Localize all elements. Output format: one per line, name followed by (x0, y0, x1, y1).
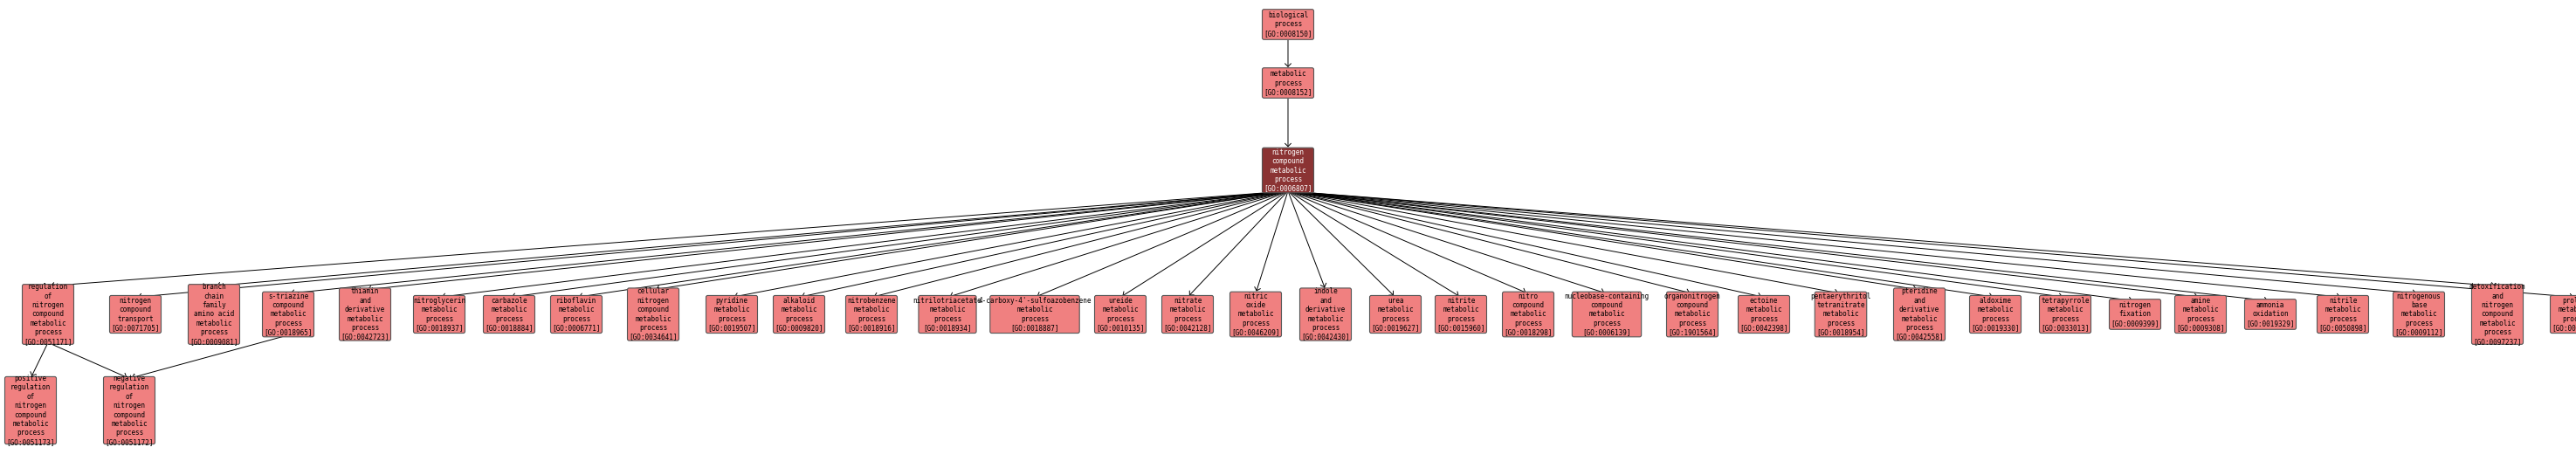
FancyBboxPatch shape (2040, 295, 2092, 333)
FancyBboxPatch shape (1370, 295, 1422, 333)
FancyBboxPatch shape (989, 295, 1079, 333)
Text: pteridine
and
derivative
metabolic
process
[GO:0042558]: pteridine and derivative metabolic proce… (1896, 288, 1942, 341)
FancyBboxPatch shape (1095, 295, 1146, 333)
FancyBboxPatch shape (484, 295, 536, 333)
FancyBboxPatch shape (706, 295, 757, 333)
FancyBboxPatch shape (1502, 292, 1553, 337)
Text: metabolic
process
[GO:0008152]: metabolic process [GO:0008152] (1265, 70, 1311, 96)
FancyBboxPatch shape (629, 288, 680, 341)
FancyBboxPatch shape (1229, 292, 1280, 337)
Text: urea
metabolic
process
[GO:0019627]: urea metabolic process [GO:0019627] (1370, 297, 1419, 332)
Text: s-triazine
compound
metabolic
process
[GO:0018965]: s-triazine compound metabolic process [G… (263, 292, 312, 336)
Text: alkaloid
metabolic
process
[GO:0009820]: alkaloid metabolic process [GO:0009820] (775, 297, 824, 332)
FancyBboxPatch shape (1571, 292, 1641, 337)
FancyBboxPatch shape (1893, 288, 1945, 341)
Text: 4-carboxy-4'-sulfoazobenzene
metabolic
process
[GO:0018887]: 4-carboxy-4'-sulfoazobenzene metabolic p… (979, 297, 1092, 332)
FancyBboxPatch shape (1262, 9, 1314, 39)
FancyBboxPatch shape (1162, 295, 1213, 333)
FancyBboxPatch shape (111, 295, 162, 333)
FancyBboxPatch shape (773, 295, 824, 333)
Text: nitrile
metabolic
process
[GO:0050898]: nitrile metabolic process [GO:0050898] (2318, 297, 2367, 332)
Text: tetrapyrrole
metabolic
process
[GO:0033013]: tetrapyrrole metabolic process [GO:00330… (2040, 297, 2089, 332)
FancyBboxPatch shape (5, 377, 57, 444)
Text: cellular
nitrogen
compound
metabolic
process
[GO:0034641]: cellular nitrogen compound metabolic pro… (629, 288, 677, 341)
Text: nitrogen
fixation
[GO:0009399]: nitrogen fixation [GO:0009399] (2110, 301, 2159, 327)
Text: proline
metabolic
process
[GO:0006560]: proline metabolic process [GO:0006560] (2553, 297, 2576, 332)
FancyBboxPatch shape (2174, 295, 2226, 333)
Text: thiamin
and
derivative
metabolic
process
[GO:0042723]: thiamin and derivative metabolic process… (340, 288, 389, 341)
FancyBboxPatch shape (415, 295, 466, 333)
Text: branch
chain
family
amino acid
metabolic
process
[GO:0009081]: branch chain family amino acid metabolic… (191, 283, 237, 345)
FancyBboxPatch shape (2316, 295, 2367, 333)
FancyBboxPatch shape (2393, 292, 2445, 337)
FancyBboxPatch shape (845, 295, 896, 333)
Text: ureide
metabolic
process
[GO:0010135]: ureide metabolic process [GO:0010135] (1097, 297, 1144, 332)
Text: positive
regulation
of
nitrogen
compound
metabolic
process
[GO:0051173]: positive regulation of nitrogen compound… (5, 375, 54, 446)
FancyBboxPatch shape (23, 285, 75, 344)
Text: negative
regulation
of
nitrogen
compound
metabolic
process
[GO:0051172]: negative regulation of nitrogen compound… (106, 375, 155, 446)
FancyBboxPatch shape (2470, 285, 2522, 344)
FancyBboxPatch shape (2550, 295, 2576, 333)
Text: organonitrogen
compound
metabolic
process
[GO:1901564]: organonitrogen compound metabolic proces… (1664, 292, 1721, 336)
FancyBboxPatch shape (2110, 299, 2161, 329)
FancyBboxPatch shape (1262, 148, 1314, 193)
Text: nucleobase-containing
compound
metabolic
process
[GO:0006139]: nucleobase-containing compound metabolic… (1564, 292, 1649, 336)
Text: amine
metabolic
process
[GO:0009308]: amine metabolic process [GO:0009308] (2177, 297, 2226, 332)
Text: carbazole
metabolic
process
[GO:0018884]: carbazole metabolic process [GO:0018884] (484, 297, 533, 332)
Text: regulation
of
nitrogen
compound
metabolic
process
[GO:0051171]: regulation of nitrogen compound metaboli… (23, 283, 72, 345)
Text: ectoine
metabolic
process
[GO:0042398]: ectoine metabolic process [GO:0042398] (1739, 297, 1788, 332)
FancyBboxPatch shape (263, 292, 314, 337)
FancyBboxPatch shape (1739, 295, 1790, 333)
FancyBboxPatch shape (1301, 288, 1352, 341)
FancyBboxPatch shape (1667, 292, 1718, 337)
FancyBboxPatch shape (103, 377, 155, 444)
Text: nitrogenous
base
metabolic
process
[GO:0009112]: nitrogenous base metabolic process [GO:0… (2396, 292, 2442, 336)
Text: nitrite
metabolic
process
[GO:0015960]: nitrite metabolic process [GO:0015960] (1437, 297, 1486, 332)
FancyBboxPatch shape (188, 285, 240, 344)
Text: pyridine
metabolic
process
[GO:0019507]: pyridine metabolic process [GO:0019507] (708, 297, 755, 332)
Text: pentaerythritol
tetranitrate
metabolic
process
[GO:0018954]: pentaerythritol tetranitrate metabolic p… (1811, 292, 1870, 336)
Text: nitroglycerin
metabolic
process
[GO:0018937]: nitroglycerin metabolic process [GO:0018… (412, 297, 466, 332)
FancyBboxPatch shape (1971, 295, 2022, 333)
Text: biological
process
[GO:0008150]: biological process [GO:0008150] (1265, 11, 1311, 37)
FancyBboxPatch shape (1435, 295, 1486, 333)
Text: detoxification
and
nitrogen
compound
metabolic
process
[GO:0097237]: detoxification and nitrogen compound met… (2470, 283, 2524, 345)
Text: nitrogen
compound
metabolic
process
[GO:0006807]: nitrogen compound metabolic process [GO:… (1265, 148, 1311, 192)
FancyBboxPatch shape (340, 288, 392, 341)
Text: nitric
oxide
metabolic
process
[GO:0046209]: nitric oxide metabolic process [GO:00462… (1231, 292, 1280, 336)
Text: nitro
compound
metabolic
process
[GO:0018298]: nitro compound metabolic process [GO:001… (1504, 292, 1553, 336)
FancyBboxPatch shape (2244, 299, 2295, 329)
Text: aldoxime
metabolic
process
[GO:0019330]: aldoxime metabolic process [GO:0019330] (1971, 297, 2020, 332)
Text: nitrogen
compound
transport
[GO:0071705]: nitrogen compound transport [GO:0071705] (111, 297, 160, 332)
Text: nitrobenzene
metabolic
process
[GO:0018916]: nitrobenzene metabolic process [GO:00189… (848, 297, 896, 332)
FancyBboxPatch shape (1262, 68, 1314, 98)
FancyBboxPatch shape (920, 295, 976, 333)
Text: ammonia
oxidation
[GO:0019329]: ammonia oxidation [GO:0019329] (2246, 301, 2295, 327)
Text: nitrate
metabolic
process
[GO:0042128]: nitrate metabolic process [GO:0042128] (1164, 297, 1211, 332)
Text: nitrilotriacetate
metabolic
process
[GO:0018934]: nitrilotriacetate metabolic process [GO:… (912, 297, 981, 332)
FancyBboxPatch shape (1814, 292, 1868, 337)
Text: indole
and
derivative
metabolic
process
[GO:0042430]: indole and derivative metabolic process … (1301, 288, 1350, 341)
FancyBboxPatch shape (551, 295, 603, 333)
Text: riboflavin
metabolic
process
[GO:0006771]: riboflavin metabolic process [GO:0006771… (551, 297, 600, 332)
